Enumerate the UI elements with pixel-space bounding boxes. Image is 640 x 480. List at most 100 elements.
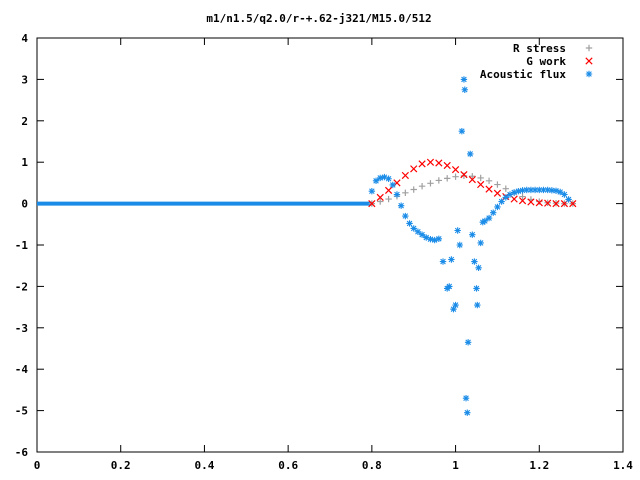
data-point xyxy=(381,173,388,181)
data-point xyxy=(423,234,430,241)
data-point xyxy=(473,285,480,292)
data-point xyxy=(410,186,417,193)
data-point xyxy=(448,256,455,263)
x-tick-label: 1.2 xyxy=(529,459,549,472)
legend-label: Acoustic flux xyxy=(480,68,566,81)
data-point xyxy=(377,198,384,205)
data-point xyxy=(523,186,530,194)
data-point xyxy=(427,180,434,187)
data-point xyxy=(401,171,409,180)
data-point xyxy=(402,189,409,197)
data-point xyxy=(468,175,476,184)
y-tick-label: -1 xyxy=(15,239,29,252)
data-point xyxy=(427,236,434,243)
data-point xyxy=(393,191,401,198)
y-tick-label: 2 xyxy=(21,115,28,128)
data-point xyxy=(376,193,384,202)
data-point xyxy=(552,199,560,208)
data-point xyxy=(410,225,417,232)
data-point xyxy=(435,159,443,167)
data-point xyxy=(519,193,526,200)
data-point xyxy=(368,187,376,195)
data-point xyxy=(557,188,564,196)
data-point xyxy=(515,187,522,195)
data-point xyxy=(443,161,451,170)
data-point xyxy=(498,198,505,205)
data-point xyxy=(490,209,497,216)
data-point xyxy=(458,127,466,135)
data-point xyxy=(402,212,409,220)
data-point xyxy=(372,177,380,185)
legend-marker xyxy=(585,57,593,65)
data-point xyxy=(540,186,547,194)
data-point xyxy=(460,76,468,83)
data-point xyxy=(535,199,543,207)
data-point xyxy=(368,199,376,208)
data-point xyxy=(510,189,518,196)
data-point xyxy=(461,86,468,93)
data-point xyxy=(471,258,478,265)
data-point xyxy=(418,231,426,238)
data-point xyxy=(494,203,501,211)
data-point xyxy=(475,264,482,271)
data-point xyxy=(527,198,535,206)
data-point xyxy=(418,160,426,168)
data-point xyxy=(561,191,568,198)
data-point xyxy=(536,198,543,205)
y-tick-label: -2 xyxy=(15,280,28,293)
data-point xyxy=(477,180,485,189)
y-tick-label: 0 xyxy=(21,198,28,211)
data-point xyxy=(446,283,453,290)
data-point xyxy=(418,183,426,190)
data-point xyxy=(477,239,484,247)
x-tick-label: 0.8 xyxy=(362,459,382,472)
data-point xyxy=(456,241,463,249)
data-point xyxy=(519,187,526,194)
data-point xyxy=(544,186,551,194)
data-point xyxy=(410,165,418,173)
data-point xyxy=(544,199,552,207)
data-point xyxy=(502,194,509,201)
x-tick-label: 1.4 xyxy=(613,459,633,472)
y-tick-label: 4 xyxy=(21,32,28,45)
data-point xyxy=(377,174,384,182)
data-point xyxy=(481,217,489,225)
x-tick-label: 0.2 xyxy=(111,459,131,472)
axes: 0 0.2 0.4 0.6 0.8 1 1.2 1.4 4 3 2 1 0 -1 -2 -3 -4 -5 -6 xyxy=(15,32,634,472)
series-acoustic-flux xyxy=(368,76,572,416)
data-point xyxy=(485,214,493,222)
y-tick-label: -6 xyxy=(15,446,29,459)
y-tick-label: -3 xyxy=(15,322,28,335)
data-point xyxy=(444,175,451,182)
data-point xyxy=(474,301,481,309)
data-point xyxy=(435,177,443,184)
data-point xyxy=(464,339,472,346)
data-point xyxy=(451,166,460,174)
data-point xyxy=(565,196,572,203)
data-point xyxy=(385,195,392,203)
data-point xyxy=(485,185,493,193)
plot-frame xyxy=(36,37,624,453)
data-point xyxy=(477,174,484,182)
y-tick-label: -4 xyxy=(15,363,29,376)
data-point xyxy=(552,187,560,194)
y-tick-label: 1 xyxy=(21,156,28,169)
x-tick-label: 0.6 xyxy=(278,459,298,472)
data-point xyxy=(452,301,459,309)
y-tick-label: -5 xyxy=(15,405,28,418)
data-point xyxy=(452,173,459,180)
data-point xyxy=(464,409,471,416)
data-point xyxy=(531,186,539,194)
data-point xyxy=(439,258,447,265)
data-point xyxy=(469,173,476,180)
data-point xyxy=(469,231,476,238)
plot-area xyxy=(37,76,577,416)
series-g-work xyxy=(368,158,577,208)
data-point xyxy=(536,186,543,194)
data-point xyxy=(431,236,438,244)
data-point xyxy=(385,175,392,182)
data-point xyxy=(389,181,396,189)
data-point xyxy=(493,189,502,197)
